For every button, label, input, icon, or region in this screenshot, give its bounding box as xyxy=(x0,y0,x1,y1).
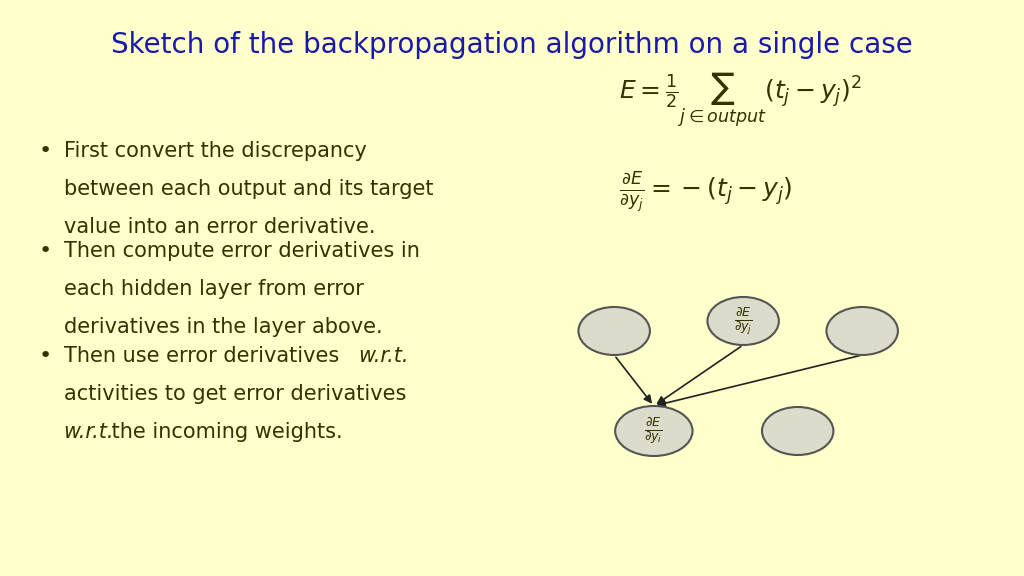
Ellipse shape xyxy=(615,406,692,456)
Text: $\frac{\partial E}{\partial y_i}$: $\frac{\partial E}{\partial y_i}$ xyxy=(644,415,664,446)
Ellipse shape xyxy=(762,407,834,455)
Text: Sketch of the backpropagation algorithm on a single case: Sketch of the backpropagation algorithm … xyxy=(112,31,912,59)
Text: $E  = \frac{1}{2} \sum_{j \in output} (t_j - y_j)^2$: $E = \frac{1}{2} \sum_{j \in output} (t_… xyxy=(620,71,862,131)
Text: Then use error derivatives: Then use error derivatives xyxy=(63,346,345,366)
Text: Then compute error derivatives in: Then compute error derivatives in xyxy=(63,241,420,261)
Ellipse shape xyxy=(708,297,779,345)
Text: between each output and its target: between each output and its target xyxy=(63,179,433,199)
Text: each hidden layer from error: each hidden layer from error xyxy=(63,279,364,299)
Text: •: • xyxy=(39,141,52,161)
Ellipse shape xyxy=(826,307,898,355)
Text: First convert the discrepancy: First convert the discrepancy xyxy=(63,141,367,161)
Text: the incoming weights.: the incoming weights. xyxy=(105,422,343,442)
Text: activities to get error derivatives: activities to get error derivatives xyxy=(63,384,406,404)
Text: w.r.t.: w.r.t. xyxy=(358,346,409,366)
Text: $\frac{\partial E}{\partial y_j} = -(t_j - y_j)$: $\frac{\partial E}{\partial y_j} = -(t_j… xyxy=(620,171,793,215)
Text: •: • xyxy=(39,241,52,261)
Text: value into an error derivative.: value into an error derivative. xyxy=(63,217,375,237)
Ellipse shape xyxy=(579,307,650,355)
Text: $\frac{\partial E}{\partial y_j}$: $\frac{\partial E}{\partial y_j}$ xyxy=(734,305,753,337)
Text: •: • xyxy=(39,346,52,366)
Text: derivatives in the layer above.: derivatives in the layer above. xyxy=(63,317,382,337)
Text: w.r.t.: w.r.t. xyxy=(63,422,114,442)
